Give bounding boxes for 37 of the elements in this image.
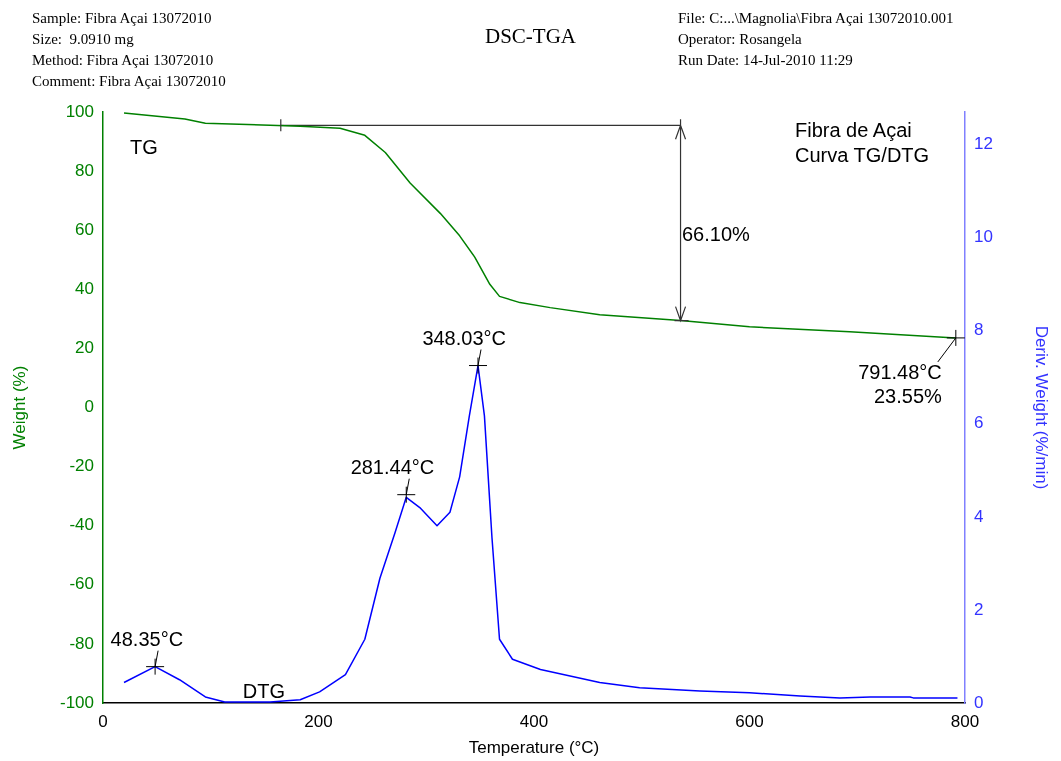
annotation: 791.48°C 23.55% [858,361,943,408]
y2-tick-label: 8 [974,320,984,340]
y-tick-label: 80 [75,160,94,180]
annotation: 48.35°C [110,628,184,651]
annotation: 348.03°C [422,327,506,350]
y2-tick-label: 12 [974,134,993,154]
y2-tick-label: 10 [974,227,993,247]
x-tick-label: 200 [304,711,333,731]
chart-title: DSC-TGA [484,24,576,48]
x-tick-label: 800 [950,711,980,731]
y-tick-label: -80 [69,633,94,653]
y-tick-label: 60 [75,219,94,239]
y2-tick-label: 2 [974,599,984,619]
annotation: Fibra de Açai Curva TG/DTG [795,118,930,168]
annotation: 281.44°C [350,456,435,479]
y-tick-label: 40 [75,278,94,298]
y-tick-label: 20 [75,338,94,358]
x-axis-title: Temperature (°C) [468,738,600,758]
annotation: 66.10% [682,222,750,247]
y-tick-label: -40 [69,515,94,535]
y-tick-label: -100 [59,692,94,712]
y2-axis-title: Deriv. Weight (%/min) [1032,325,1052,490]
y-tick-label: 0 [84,397,94,417]
x-tick-label: 600 [735,711,764,731]
series-label: DTG [242,679,285,702]
y-tick-label: -60 [69,574,94,594]
y-tick-label: 100 [65,101,94,121]
y-axis-title: Weight (%) [9,365,29,450]
x-tick-label: 0 [98,711,108,731]
x-tick-label: 400 [519,711,549,731]
y2-tick-label: 4 [974,506,984,526]
text: Sample: Fibra Açai 13072010 Size: 9.0910 mg Method: Fibra Açai 13072010 Comment: Fibra Açai 13072010 [32,9,226,91]
text: File: C:...\Magnolia\Fibra Açai 13072010.001 Operator: Rosangela Run Date: 14-Jul-2010 11:29 [678,9,954,70]
y-tick-label: -20 [69,456,94,476]
y2-tick-label: 6 [974,413,984,433]
y2-tick-label: 0 [974,692,984,712]
series-label: TG [130,136,158,159]
